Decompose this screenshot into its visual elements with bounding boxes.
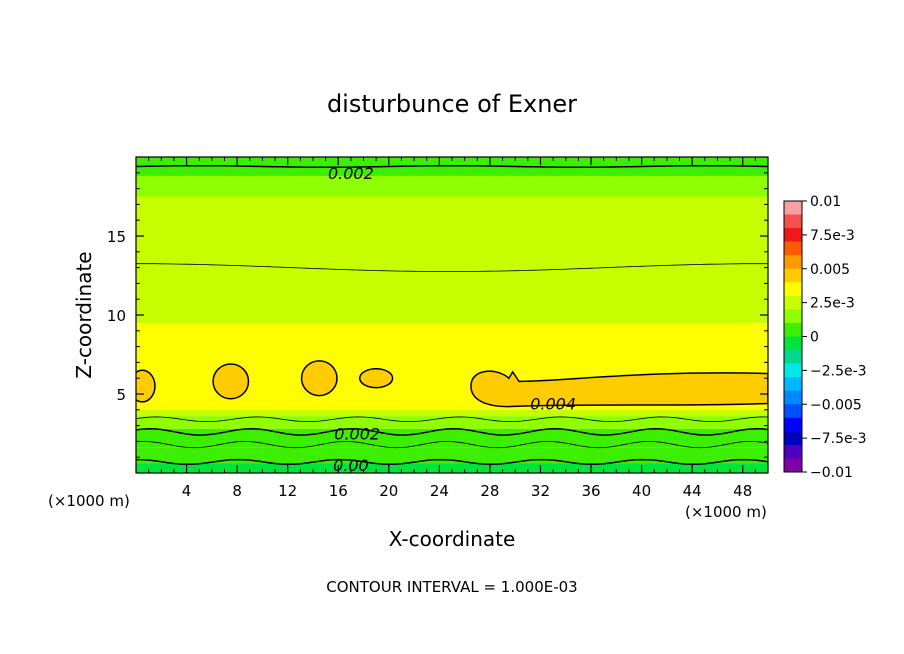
colorbar-label: 7.5e-3	[810, 228, 855, 244]
x-tick-label: 12	[278, 482, 297, 500]
colorbar-segment	[784, 282, 802, 297]
colorbar-segment	[784, 255, 802, 270]
colorbar-segment	[784, 336, 802, 351]
x-tick-label: 32	[531, 482, 550, 500]
contour-label: 0.002	[334, 425, 380, 444]
colorbar-segment	[784, 214, 802, 229]
field-band	[136, 409, 768, 417]
colorbar-segment	[784, 458, 802, 473]
contour-interval-note: CONTOUR INTERVAL = 1.000E-03	[326, 578, 577, 596]
y-tick-label: 5	[116, 386, 126, 404]
contour-line	[136, 263, 768, 272]
x-tick-label: 24	[430, 482, 449, 500]
field-band	[136, 196, 768, 323]
colorbar-segment	[784, 295, 802, 310]
x-tick-label: 48	[733, 482, 752, 500]
colorbar-segment	[784, 417, 802, 432]
colorbar-label: 0.01	[810, 194, 841, 210]
max-region	[300, 360, 338, 397]
colorbar-label: −2.5e-3	[810, 363, 867, 379]
field-band	[136, 157, 768, 176]
field-fill	[136, 157, 768, 473]
colorbar-segment	[784, 444, 802, 459]
colorbar-segment	[784, 363, 802, 378]
x-tick-label: 8	[232, 482, 242, 500]
colorbar-segment	[784, 404, 802, 419]
y-tick-label: 15	[107, 228, 126, 246]
contour-line	[136, 440, 768, 449]
y-axis-ticks: 5 10 15	[107, 172, 768, 458]
field-band	[136, 416, 768, 429]
colorbar	[783, 200, 803, 473]
colorbar-label: −0.01	[810, 465, 853, 481]
x-tick-label: 40	[632, 482, 651, 500]
colorbar-segment	[784, 241, 802, 256]
colorbar-label: 2.5e-3	[810, 296, 855, 312]
x-tick-label: 44	[683, 482, 702, 500]
colorbar-segment	[784, 309, 802, 324]
x-axis-ticks: 4 8 12 16 20 24 28 32 36 40 44 48	[148, 157, 756, 500]
x-axis-label: X-coordinate	[389, 527, 516, 551]
x-tick-label: 36	[581, 482, 600, 500]
max-region	[212, 363, 250, 400]
colorbar-segment	[784, 228, 802, 243]
colorbar-segment	[784, 377, 802, 392]
contour-line	[136, 164, 768, 169]
contour-label: 0.002	[328, 164, 374, 183]
max-region	[358, 367, 394, 389]
colorbar-segment	[784, 350, 802, 365]
field-band	[136, 447, 768, 464]
colorbar-segment	[784, 268, 802, 283]
chart-title: disturbunce of Exner	[327, 90, 577, 118]
contour-line	[136, 428, 768, 436]
contour-line	[136, 458, 768, 466]
x-tick-label: 16	[329, 482, 348, 500]
contour-lines	[136, 164, 768, 466]
colorbar-labels: 0.01 7.5e-3 0.005 2.5e-3 0 −2.5e-3 −0.005 −7.5e…	[802, 194, 867, 481]
x-tick-label: 20	[379, 482, 398, 500]
y-tick-label: 10	[107, 307, 126, 325]
contour-label: 0.004	[530, 394, 576, 413]
colorbar-label: −0.005	[810, 397, 862, 413]
x-unit-left: (×1000 m)	[48, 492, 130, 510]
max-region	[136, 369, 156, 403]
x-unit-right: (×1000 m)	[685, 503, 767, 521]
colorbar-label: 0.005	[810, 262, 850, 278]
colorbar-label: −7.5e-3	[810, 431, 867, 447]
y-axis-label: Z-coordinate	[72, 251, 96, 378]
colorbar-segment	[784, 431, 802, 446]
contour-labels: 0.002 0.004 0.002 0.00	[328, 164, 576, 475]
contour-line	[136, 416, 768, 423]
contour-label: 0.00	[333, 456, 369, 475]
field-band	[136, 463, 768, 473]
x-tick-label: 28	[480, 482, 499, 500]
max-region	[470, 370, 768, 408]
colorbar-segment	[784, 201, 802, 216]
colorbar-segment	[784, 390, 802, 405]
field-band	[136, 175, 768, 197]
field-band	[136, 428, 768, 448]
colorbar-label: 0	[810, 330, 819, 346]
x-tick-label: 4	[182, 482, 192, 500]
colorbar-segment	[784, 322, 802, 337]
